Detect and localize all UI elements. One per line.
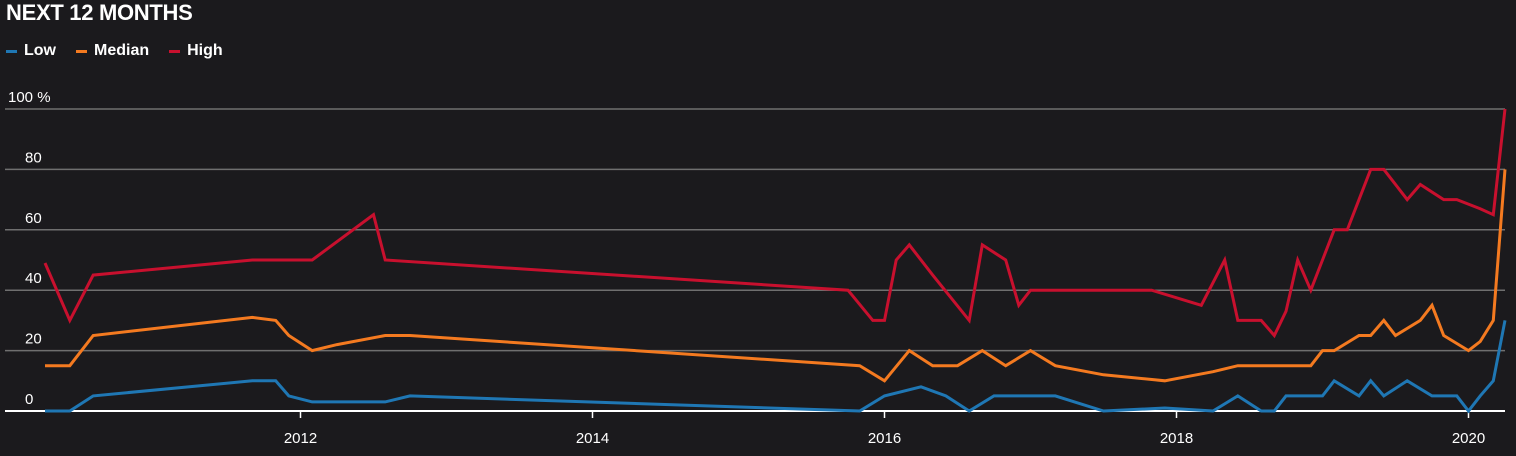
series-lines: [43, 108, 1507, 414]
x-tick-label: 2012: [284, 430, 317, 447]
y-tick-label: 100 %: [8, 89, 51, 106]
series-line-low: [45, 320, 1507, 414]
chart-title: NEXT 12 MONTHS: [6, 0, 193, 25]
legend-item-high: High: [169, 42, 223, 60]
series-line-high: [43, 108, 1507, 339]
series-line-median: [45, 169, 1507, 383]
y-tick-label: 20: [25, 331, 42, 348]
legend-label-low: Low: [24, 42, 56, 59]
x-tick-label: 2018: [1160, 430, 1193, 447]
legend-label-high: High: [187, 42, 223, 59]
y-tick-label: 40: [25, 270, 42, 287]
legend-item-low: Low: [6, 42, 56, 60]
y-tick-label: 80: [25, 149, 42, 166]
legend-swatch-low: [6, 49, 17, 53]
x-tick-label: 2014: [576, 430, 609, 447]
legend: Low Median High: [6, 42, 223, 60]
legend-label-median: Median: [94, 42, 150, 59]
y-axis-ticks: 0 20 40 60 80 100 %: [8, 89, 51, 408]
x-tick-label: 2020: [1452, 430, 1485, 447]
y-tick-label: 60: [25, 210, 42, 227]
x-axis-ticks: 2012 2014 2016 2018 2020: [284, 411, 1485, 447]
x-tick-label: 2016: [868, 430, 901, 447]
legend-item-median: Median: [76, 42, 149, 60]
legend-swatch-median: [76, 49, 87, 53]
legend-swatch-high: [169, 49, 181, 53]
y-tick-label: 0: [25, 391, 33, 408]
grid-lines: [5, 108, 1505, 412]
